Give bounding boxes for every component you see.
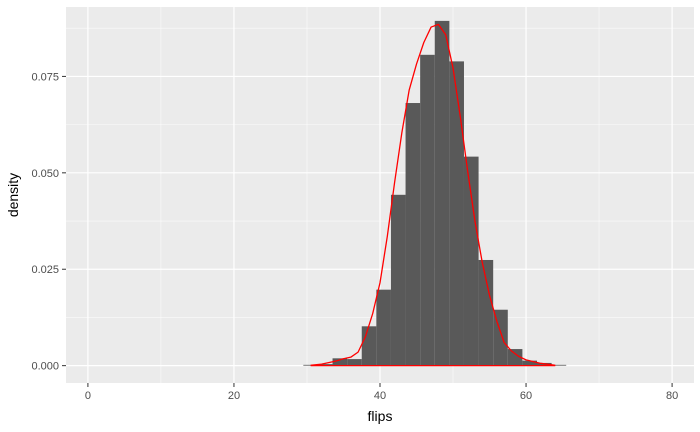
histogram-bar xyxy=(522,360,537,366)
x-tick-label: 40 xyxy=(374,390,386,402)
y-tick-label: 0.000 xyxy=(31,361,59,373)
histogram-bar xyxy=(551,364,567,366)
y-axis-ticks: 0.000 0.025 0.050 0.075 xyxy=(31,71,66,373)
x-tick-label: 80 xyxy=(666,390,678,402)
histogram-bar xyxy=(332,358,348,366)
y-tick-label: 0.050 xyxy=(31,168,59,180)
histogram-bar xyxy=(376,289,391,366)
histogram-bar xyxy=(493,309,508,366)
histogram-bar xyxy=(347,359,362,366)
histogram-bar xyxy=(507,349,523,366)
y-tick-label: 0.025 xyxy=(31,264,59,276)
histogram-bars xyxy=(303,20,567,366)
histogram-bar xyxy=(449,61,464,366)
density-curve xyxy=(310,23,556,366)
x-tick-label: 0 xyxy=(85,390,91,402)
histogram-bar xyxy=(463,156,479,366)
y-axis-title: density xyxy=(5,173,21,217)
histogram-bar xyxy=(478,259,494,366)
histogram-bar xyxy=(405,103,421,366)
histogram-bar xyxy=(317,364,333,366)
histogram-bar xyxy=(420,54,435,366)
histogram-bar xyxy=(361,326,377,366)
x-tick-label: 60 xyxy=(520,390,532,402)
x-axis-title: flips xyxy=(368,408,393,424)
histogram-bar xyxy=(434,20,450,366)
x-axis-ticks: 0 20 40 60 80 xyxy=(85,383,678,402)
histogram-bar xyxy=(390,194,406,366)
y-tick-label: 0.075 xyxy=(31,71,59,83)
x-tick-label: 20 xyxy=(228,390,240,402)
density-curve-layer xyxy=(310,23,556,367)
